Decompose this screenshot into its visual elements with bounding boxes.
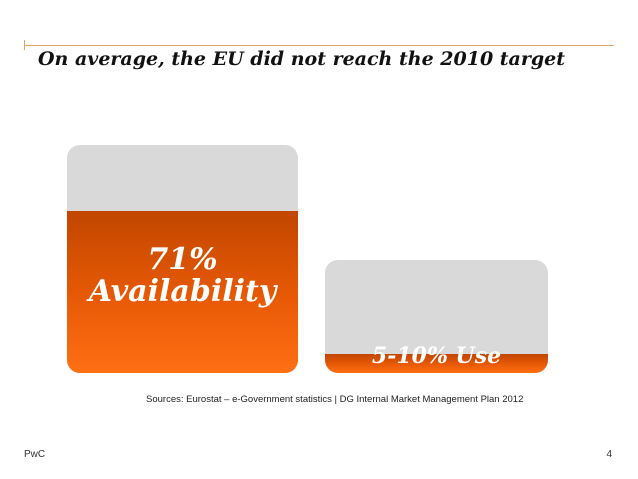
bar-track-use	[325, 260, 548, 373]
bar-fill-use	[325, 354, 548, 373]
header-divider	[24, 45, 614, 46]
footer-brand: PwC	[24, 449, 46, 460]
bar-value-availability: 71%	[147, 242, 218, 277]
source-note: Sources: Eurostat – e-Government statist…	[146, 394, 524, 405]
bar-fill-availability	[67, 211, 298, 373]
slide-title: On average, the EU did not reach the 201…	[38, 48, 566, 70]
bar-label-use: 5-10% Use	[371, 343, 502, 369]
bar-track-availability	[67, 145, 298, 373]
bar-category-availability: Availability	[88, 273, 277, 309]
page-number: 4	[606, 449, 612, 460]
bar-label-availability: 71% Availability	[67, 244, 298, 307]
